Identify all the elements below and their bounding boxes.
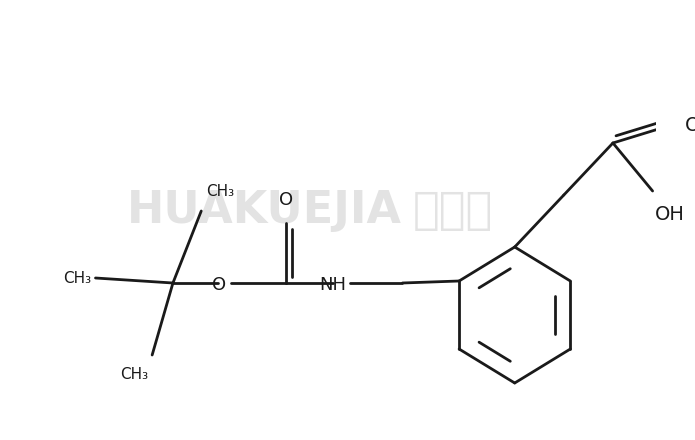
- Text: HUAKUEJIA: HUAKUEJIA: [127, 188, 402, 231]
- Text: OH: OH: [655, 205, 685, 224]
- Text: O: O: [212, 276, 226, 294]
- Text: O: O: [279, 191, 293, 209]
- Text: CH₃: CH₃: [206, 184, 234, 199]
- Text: CH₃: CH₃: [120, 367, 148, 382]
- Text: 化学加: 化学加: [414, 188, 493, 231]
- Text: NH: NH: [319, 276, 346, 294]
- Text: O: O: [685, 116, 695, 135]
- Text: CH₃: CH₃: [63, 271, 92, 286]
